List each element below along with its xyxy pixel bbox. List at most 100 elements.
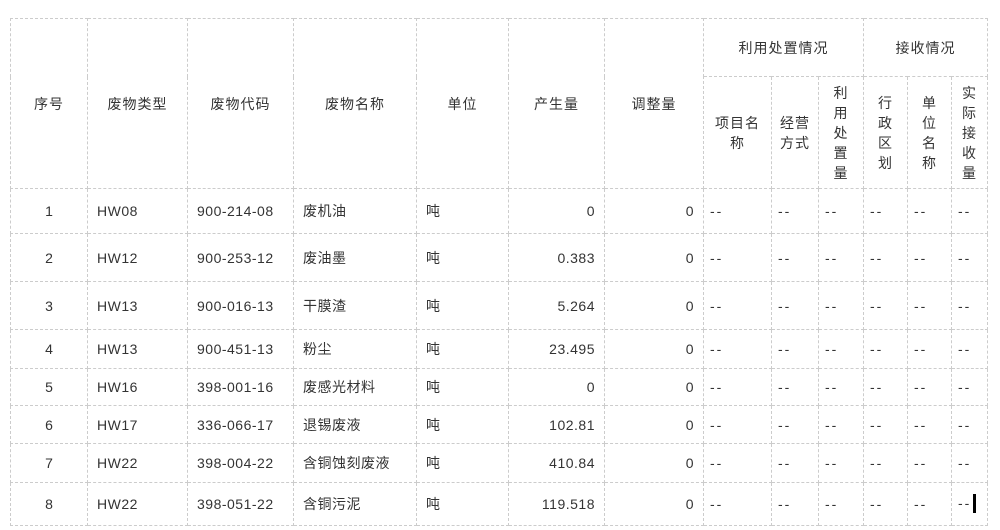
cell-text: 吨	[426, 379, 441, 395]
cell-serial: 4	[10, 329, 88, 369]
cell-text: 900-253-12	[197, 249, 274, 266]
cell-text: --	[958, 455, 972, 471]
cell-text: 吨	[426, 203, 441, 219]
col-header-unit: 单位	[416, 18, 509, 189]
cell-unit: 吨	[416, 405, 509, 444]
cell-text: 900-451-13	[197, 341, 274, 357]
cell-disposal-amount: --	[818, 443, 864, 483]
cell-disposal-amount: --	[818, 405, 864, 444]
cell-text: --	[958, 249, 972, 266]
cell-adjusted: 0	[604, 233, 704, 282]
cell-text: 3	[45, 297, 53, 314]
cell-text: 398-001-16	[197, 379, 274, 395]
cell-waste-name: 干膜渣	[293, 281, 417, 330]
cell-text: --	[825, 249, 839, 266]
cell-text: 0	[685, 416, 694, 433]
cell-serial: 8	[10, 482, 88, 526]
cell-text: 7	[45, 455, 53, 471]
cell-adjusted: 0	[604, 188, 704, 234]
table-row: 4 HW13 900-451-13 粉尘 吨 23.495 0 -- -- -- -- -- --	[10, 329, 988, 369]
cell-unit: 吨	[416, 233, 509, 282]
cell-text: --	[958, 341, 972, 357]
cell-text: --	[914, 297, 928, 314]
cell-text: 吨	[426, 297, 441, 314]
cell-unit: 吨	[416, 443, 509, 483]
cell-received-amount: --	[951, 443, 988, 483]
cell-text: --	[870, 416, 884, 433]
cell-text: 336-066-17	[197, 416, 274, 433]
cell-text: --	[825, 496, 839, 512]
cell-received-amount: --	[951, 188, 988, 234]
cell-text: --	[914, 455, 928, 471]
header-label: 经营方式	[780, 114, 810, 151]
cell-disposal-amount: --	[818, 482, 864, 526]
cell-text: --	[778, 203, 792, 219]
cell-unit-name: --	[907, 281, 952, 330]
cell-admin-division: --	[863, 233, 908, 282]
cell-unit-name: --	[907, 368, 952, 406]
cell-project-name: --	[703, 368, 772, 406]
cell-received-amount: --	[951, 233, 988, 282]
cell-received-amount[interactable]: --	[951, 482, 988, 526]
cell-disposal-amount: --	[818, 233, 864, 282]
cell-text: 2	[45, 249, 53, 266]
cell-serial: 5	[10, 368, 88, 406]
cell-waste-code: 398-004-22	[187, 443, 294, 483]
cell-text: --	[958, 379, 972, 395]
col-header-unit-name: 单位名称	[907, 76, 952, 189]
cell-text: 8	[45, 496, 53, 512]
cell-waste-code: 900-016-13	[187, 281, 294, 330]
col-header-adjusted: 调整量	[604, 18, 704, 189]
cell-text: --	[870, 249, 884, 266]
cell-text: 0	[685, 249, 694, 266]
cell-waste-name: 废油墨	[293, 233, 417, 282]
col-group-disposal: 利用处置情况	[703, 18, 864, 77]
cell-text: HW22	[97, 496, 138, 512]
cell-text: --	[825, 455, 839, 471]
cell-text: 398-004-22	[197, 455, 274, 471]
cell-unit: 吨	[416, 368, 509, 406]
cell-waste-type: HW22	[87, 443, 188, 483]
cell-text: 5.264	[557, 297, 595, 314]
cell-text: 0.383	[557, 249, 595, 266]
cell-text: 废感光材料	[303, 379, 376, 395]
cell-text: 吨	[426, 496, 441, 512]
table-row: 7 HW22 398-004-22 含铜蚀刻废液 吨 410.84 0 -- -- -- -- -- -…	[10, 443, 988, 483]
cell-waste-type: HW13	[87, 329, 188, 369]
cell-text: 粉尘	[303, 341, 332, 357]
col-header-disposal-amount: 利用处置量	[818, 76, 864, 189]
cell-adjusted: 0	[604, 482, 704, 526]
cell-text: --	[958, 416, 972, 433]
cell-produced: 5.264	[508, 281, 605, 330]
cell-text: 900-016-13	[197, 297, 274, 314]
cell-text: --	[958, 297, 972, 314]
cell-produced: 0	[508, 188, 605, 234]
cell-text: HW08	[97, 203, 138, 219]
cell-waste-code: 398-001-16	[187, 368, 294, 406]
cell-text: --	[914, 496, 928, 512]
header-group-row: 序号 废物类型 废物代码 废物名称 单位 产生量 调整量 利用处置情况 接收情况	[10, 18, 988, 189]
cell-text: --	[778, 249, 792, 266]
cell-waste-type: HW13	[87, 281, 188, 330]
cell-serial: 1	[10, 188, 88, 234]
cell-text: --	[710, 249, 724, 266]
cell-project-name: --	[703, 329, 772, 369]
cell-waste-code: 900-253-12	[187, 233, 294, 282]
cell-disposal-amount: --	[818, 188, 864, 234]
cell-adjusted: 0	[604, 329, 704, 369]
cell-text: HW16	[97, 379, 138, 395]
cell-text: 含铜蚀刻废液	[303, 455, 390, 471]
cell-serial: 2	[10, 233, 88, 282]
cell-text: 吨	[426, 455, 441, 471]
cell-text: --	[710, 203, 724, 219]
cell-unit-name: --	[907, 443, 952, 483]
cell-waste-name: 含铜污泥	[293, 482, 417, 526]
cell-waste-type: HW17	[87, 405, 188, 444]
cell-admin-division: --	[863, 281, 908, 330]
cell-business-mode: --	[771, 443, 819, 483]
cell-unit-name: --	[907, 482, 952, 526]
cell-text: 0	[685, 341, 694, 357]
cell-text: --	[825, 416, 839, 433]
cell-text: HW17	[97, 416, 138, 433]
cell-waste-code: 336-066-17	[187, 405, 294, 444]
